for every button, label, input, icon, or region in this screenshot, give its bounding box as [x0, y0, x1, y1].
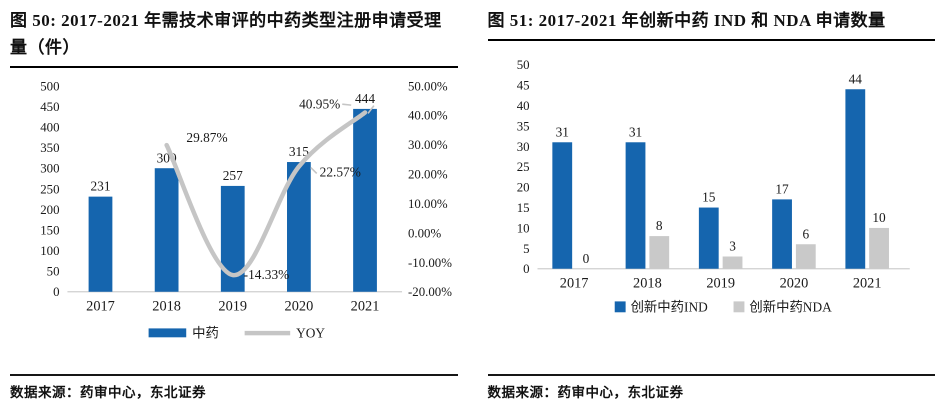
- y-axis-tick: 20: [516, 181, 529, 195]
- left-axis-tick: 400: [40, 121, 59, 135]
- right-axis-tick: 50.00%: [408, 80, 448, 94]
- nda-bar-2021: [868, 228, 889, 269]
- bar-value-label: 257: [223, 168, 243, 183]
- y-axis-tick: 30: [516, 140, 529, 154]
- yoy-label: 40.95%: [299, 97, 340, 112]
- x-axis-tick: 2018: [152, 299, 181, 315]
- left-axis-tick: 100: [40, 244, 59, 258]
- x-axis-tick: 2021: [852, 276, 881, 292]
- tcm-bar-2017: [88, 197, 113, 293]
- legend-bar-swatch: [148, 328, 187, 338]
- right-axis-tick: 40.00%: [408, 109, 448, 123]
- bar-value-label: 10: [872, 210, 886, 225]
- combo-chart-svg: 50045040035030025020015010050050.00%40.0…: [40, 80, 452, 341]
- legend-label: 创新中药IND: [630, 299, 708, 314]
- y-axis-tick: 5: [523, 242, 529, 256]
- ind-bar-2020: [771, 199, 792, 269]
- ind-bar-2017: [551, 142, 572, 269]
- y-axis-tick: 50: [516, 58, 529, 72]
- figure-51-title: 图 51: 2017-2021 年创新中药 IND 和 NDA 申请数量: [487, 4, 935, 42]
- nda-bar-2020: [795, 244, 816, 269]
- right-axis-tick: -20.00%: [408, 286, 452, 300]
- bar-value-label: 231: [90, 179, 110, 194]
- figure-50-panel: 图 50: 2017-2021 年需技术审评的中药类型注册申请受理量（件） 50…: [10, 4, 458, 403]
- bar-value-label: 444: [355, 91, 375, 106]
- figure-51-chart: 50 45 40 35 30 25 20 15 10 5 0 31 0 2017 31 8 2018 15 3 201…: [488, 41, 936, 324]
- label-leader-line: [310, 167, 318, 175]
- bar-value-label: 315: [289, 144, 309, 159]
- y-axis-tick: 40: [516, 99, 529, 113]
- legend-square-swatch: [733, 301, 744, 313]
- legend-line-swatch: [244, 331, 291, 336]
- label-leader-line: [342, 103, 352, 107]
- bar-value-label: 8: [655, 218, 662, 233]
- nda-bar-2019: [722, 256, 742, 269]
- y-axis-tick: 45: [516, 79, 529, 93]
- bar-value-label: 15: [702, 190, 716, 205]
- left-axis-tick: 0: [53, 286, 59, 300]
- legend-square-swatch: [614, 301, 626, 313]
- left-axis-tick: 50: [47, 265, 60, 279]
- bar-value-label: 0: [582, 251, 589, 266]
- figure-50-source: 数据来源：药审中心，东北证券: [10, 374, 458, 403]
- y-axis-tick: 0: [523, 262, 529, 276]
- yoy-line: [164, 110, 368, 278]
- right-axis-tick: 0.00%: [408, 227, 442, 241]
- figure-50-title: 图 50: 2017-2021 年需技术审评的中药类型注册申请受理量（件）: [10, 4, 458, 69]
- bar-value-label: 3: [729, 239, 736, 254]
- label-leader-line: [367, 105, 375, 115]
- x-axis-tick: 2020: [779, 276, 808, 292]
- left-axis-tick: 500: [40, 80, 59, 94]
- bar-value-label: 31: [628, 125, 641, 140]
- x-axis-tick: 2019: [706, 276, 735, 292]
- ind-bar-2019: [698, 207, 719, 269]
- tcm-bar-2018: [154, 168, 179, 293]
- y-axis-tick: 15: [516, 201, 529, 215]
- nda-bar-2018: [648, 236, 669, 269]
- left-axis-tick: 350: [40, 141, 59, 155]
- left-axis-tick: 150: [40, 224, 59, 238]
- ind-bar-2018: [625, 142, 645, 269]
- legend-label: YOY: [296, 326, 325, 341]
- tcm-bar-2020: [287, 162, 311, 293]
- figure-51-panel: 图 51: 2017-2021 年创新中药 IND 和 NDA 申请数量 50 4…: [487, 4, 936, 403]
- bar-value-label: 17: [775, 182, 789, 197]
- right-axis-tick: 20.00%: [408, 168, 448, 182]
- legend-label: 创新中药NDA: [749, 299, 832, 314]
- bar-value-label: 44: [848, 72, 862, 87]
- grouped-bar-chart-svg: 5045403530252015105031020173182018153201…: [516, 58, 910, 314]
- x-axis-tick: 2019: [218, 299, 247, 315]
- x-axis-tick: 2018: [633, 276, 662, 292]
- y-axis-tick: 10: [516, 222, 529, 236]
- right-axis-tick: 10.00%: [408, 197, 448, 211]
- figure-51-source: 数据来源：药审中心，东北证券: [487, 374, 935, 403]
- left-axis-tick: 450: [40, 100, 59, 114]
- bar-value-label: 31: [555, 125, 568, 140]
- tcm-bar-2019: [220, 186, 245, 293]
- y-axis-tick: 25: [516, 160, 529, 174]
- left-axis-tick: 250: [40, 183, 59, 197]
- x-axis-tick: 2017: [559, 276, 588, 292]
- figure-50-chart: 500 450 400 350 300 250 200 150 100 50 0 50.00% 40.0…: [10, 68, 458, 351]
- x-axis-tick: 2021: [351, 299, 380, 315]
- bar-value-label: 6: [802, 227, 809, 242]
- x-axis-tick: 2020: [285, 299, 314, 315]
- right-axis-tick: 30.00%: [408, 139, 448, 153]
- yoy-label: 22.57%: [320, 165, 361, 180]
- tcm-bar-2021: [353, 109, 377, 293]
- left-axis-tick: 200: [40, 203, 59, 217]
- yoy-label: -14.33%: [244, 267, 290, 282]
- legend-label: 中药: [192, 326, 219, 341]
- ind-bar-2021: [844, 89, 865, 269]
- yoy-label: 29.87%: [186, 130, 227, 145]
- y-axis-tick: 35: [516, 120, 529, 134]
- right-axis-tick: -10.00%: [408, 256, 452, 270]
- x-axis-tick: 2017: [86, 299, 115, 315]
- left-axis-tick: 300: [40, 162, 59, 176]
